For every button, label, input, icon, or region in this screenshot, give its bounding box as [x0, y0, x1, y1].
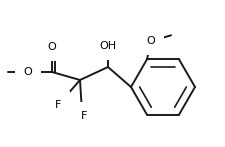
Text: F: F — [81, 111, 87, 121]
Text: F: F — [55, 100, 61, 110]
Text: OH: OH — [99, 41, 116, 51]
Text: O: O — [47, 42, 56, 52]
Text: O: O — [24, 67, 32, 77]
Text: O: O — [146, 36, 155, 46]
